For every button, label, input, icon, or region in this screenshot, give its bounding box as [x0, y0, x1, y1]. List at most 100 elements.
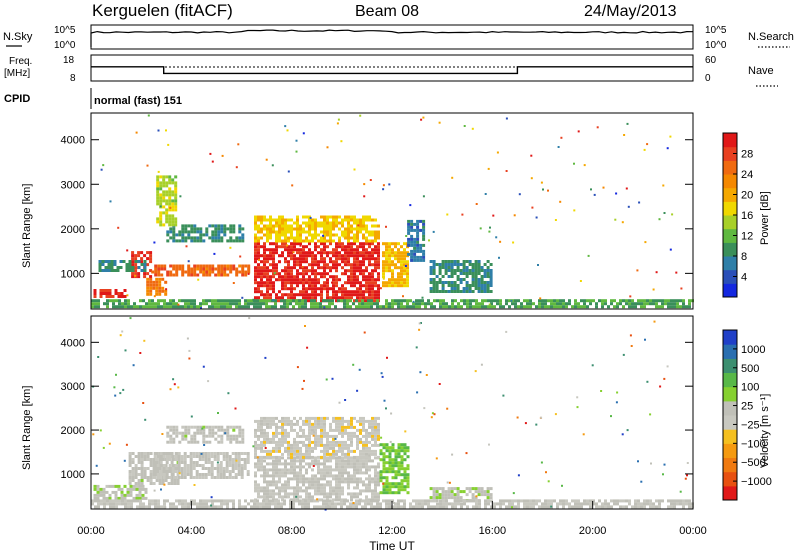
scatter-cell	[353, 248, 356, 252]
scatter-cell	[385, 505, 388, 509]
scatter-cell	[308, 434, 311, 438]
nsky-tick-top: 10^5	[54, 25, 76, 36]
scatter-cell	[172, 431, 176, 435]
scatter-cell	[129, 484, 133, 488]
scatter-cell	[429, 290, 433, 293]
scatter-cell	[238, 434, 242, 438]
scatter-cell	[371, 242, 374, 246]
scatter-cell	[573, 162, 575, 165]
scatter-cell	[308, 227, 311, 231]
scatter-cell	[480, 266, 484, 269]
scatter-cell	[235, 166, 238, 169]
scatter-cell	[368, 230, 371, 234]
scatter-cell	[262, 499, 265, 503]
scatter-cell	[281, 416, 284, 420]
scatter-cell	[352, 302, 355, 306]
scatter-cell	[410, 234, 414, 238]
scatter-cell	[184, 227, 188, 231]
scatter-cell	[211, 233, 215, 237]
scatter-cell	[302, 284, 305, 288]
scatter-cell	[559, 502, 562, 506]
scatter-cell	[604, 499, 607, 503]
scatter-cell	[488, 230, 491, 233]
scatter-cell	[241, 440, 245, 444]
scatter-cell	[688, 499, 691, 503]
scatter-cell	[341, 266, 344, 270]
scatter-cell	[311, 266, 314, 270]
scatter-cell	[302, 239, 305, 243]
scatter-cell	[262, 302, 265, 306]
scatter-cell	[462, 263, 466, 266]
scatter-cell	[388, 305, 391, 309]
scatter-cell	[371, 296, 374, 300]
scatter-cell	[462, 260, 466, 263]
scatter-cell	[302, 272, 305, 276]
scatter-cell	[275, 236, 278, 240]
scatter-cell	[99, 429, 102, 432]
scatter-cell	[661, 305, 664, 309]
scatter-cell	[332, 492, 335, 496]
scatter-cell	[307, 502, 310, 506]
scatter-cell	[441, 281, 445, 284]
scatter-cell	[391, 281, 394, 285]
scatter-cell	[296, 440, 299, 444]
scatter-cell	[205, 230, 209, 234]
scatter-cell	[350, 465, 353, 469]
scatter-cell	[241, 505, 244, 509]
scatter-cell	[347, 449, 350, 453]
scatter-cell	[344, 218, 347, 222]
scatter-cell	[481, 299, 484, 303]
scatter-cell	[347, 492, 350, 496]
scatter-cell	[232, 267, 236, 271]
scatter-cell	[332, 284, 335, 288]
scatter-cell	[187, 428, 191, 432]
scatter-cell	[235, 440, 239, 444]
scatter-cell	[341, 492, 344, 496]
scatter-cell	[673, 499, 676, 503]
scatter-cell	[290, 287, 293, 291]
scatter-cell	[193, 299, 196, 303]
scatter-cell	[257, 242, 260, 246]
scatter-cell	[198, 464, 202, 467]
scatter-cell	[275, 218, 278, 222]
scatter-cell	[571, 305, 574, 309]
scatter-cell	[320, 462, 323, 466]
scatter-cell	[256, 502, 259, 506]
scatter-cell	[314, 221, 317, 225]
scatter-cell	[149, 470, 153, 473]
scatter-cell	[394, 242, 397, 246]
scatter-cell	[235, 236, 239, 240]
scatter-cell	[374, 468, 377, 472]
scatter-cell	[302, 293, 305, 297]
scatter-cell	[350, 281, 353, 285]
scatter-cell	[263, 440, 266, 444]
scatter-cell	[403, 473, 407, 477]
scatter-cell	[499, 240, 502, 243]
scatter-cell	[400, 485, 404, 489]
scatter-cell	[235, 273, 239, 277]
scatter-cell	[174, 202, 178, 206]
scatter-cell	[308, 299, 311, 303]
scatter-cell	[371, 449, 374, 453]
scatter-cell	[446, 481, 449, 484]
scatter-cell	[320, 224, 323, 228]
scatter-cell	[250, 302, 253, 306]
scatter-cell	[196, 230, 200, 234]
scatter-cell	[450, 269, 454, 272]
scatter-cell	[381, 375, 384, 378]
scatter-cell	[196, 425, 200, 429]
scatter-cell	[106, 302, 109, 306]
scatter-cell	[511, 499, 514, 503]
scatter-cell	[353, 275, 356, 279]
scatter-cell	[159, 473, 163, 476]
scatter-cell	[474, 487, 478, 491]
scatter-cell	[126, 294, 129, 297]
scatter-cell	[254, 260, 257, 264]
scatter-cell	[157, 264, 161, 268]
scatter-cell	[149, 473, 153, 476]
scatter-cell	[165, 184, 169, 188]
scatter-cell	[379, 287, 382, 290]
scatter-cell	[190, 305, 193, 309]
scatter-cell	[453, 487, 457, 491]
scatter-cell	[637, 499, 640, 503]
